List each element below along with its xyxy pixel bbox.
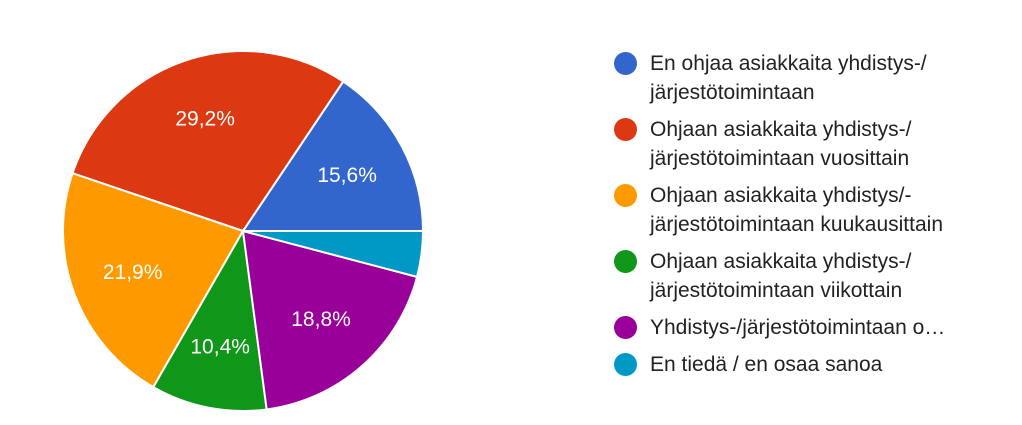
pie-slice-4 xyxy=(151,227,268,412)
legend-label-2: Ohjaan asiakkaita yhdistys-/ järjestötoim… xyxy=(650,118,911,170)
pie-slice-3 xyxy=(62,171,245,389)
slice-value-label-2: 29,2% xyxy=(175,108,235,131)
slice-value-label-3: 21,9% xyxy=(103,261,163,284)
legend-label-line-1: Ohjaan asiakkaita yhdistys-/ xyxy=(650,118,912,141)
legend-label-line-2: järjestötoimintaan viikottain xyxy=(650,279,903,302)
pie-slice-1 xyxy=(241,80,425,232)
legend-label-line-1: Ohjaan asiakkaita yhdistys/- xyxy=(650,184,912,207)
legend-label-line-2: järjestötoimintaan kuukausittain xyxy=(650,213,943,236)
legend-swatch-6 xyxy=(614,353,637,376)
legend-item-4: Ohjaan asiakkaita yhdistys-/ järjestötoim… xyxy=(614,247,1014,305)
slice-value-label-4: 10,4% xyxy=(190,335,250,358)
legend-swatch-3 xyxy=(614,184,637,207)
legend-swatch-5 xyxy=(614,316,637,339)
legend-item-1: En ohjaa asiakkaita yhdistys-/ järjestöto… xyxy=(614,49,1014,107)
legend-label-line-2: järjestötoimintaan xyxy=(650,81,815,104)
legend: En ohjaa asiakkaita yhdistys-/ järjestöto… xyxy=(614,49,1014,387)
legend-label-6: En tiedä / en osaa sanoa xyxy=(650,350,990,379)
legend-item-2: Ohjaan asiakkaita yhdistys-/ järjestötoim… xyxy=(614,115,1014,173)
legend-swatch-1 xyxy=(614,52,637,75)
legend-swatch-4 xyxy=(614,250,637,273)
slice-value-label-5: 18,8% xyxy=(291,308,351,331)
legend-label-4: Ohjaan asiakkaita yhdistys-/ järjestötoim… xyxy=(650,250,911,302)
slice-value-label-1: 15,6% xyxy=(317,164,377,187)
legend-swatch-2 xyxy=(614,118,637,141)
legend-label-line-1: Yhdistys-/järjestötoimintaan o… xyxy=(650,316,946,339)
legend-label-3: Ohjaan asiakkaita yhdistys/- järjestötoim… xyxy=(650,184,943,236)
legend-label-line-1: En tiedä / en osaa sanoa xyxy=(650,353,883,376)
legend-label-5: Yhdistys-/järjestötoimintaan o… xyxy=(650,313,990,342)
legend-label-line-1: Ohjaan asiakkaita yhdistys-/ xyxy=(650,250,912,273)
legend-item-6: En tiedä / en osaa sanoa xyxy=(614,350,1014,379)
legend-label-line-1: En ohjaa asiakkaita yhdistys-/ xyxy=(650,52,927,75)
pie-slice-5 xyxy=(241,229,419,411)
legend-item-5: Yhdistys-/järjestötoimintaan o… xyxy=(614,313,1014,342)
pie-slice-2 xyxy=(71,50,345,233)
legend-label-1: En ohjaa asiakkaita yhdistys-/ järjestöto… xyxy=(650,52,927,104)
legend-label-line-2: järjestötoimintaan vuosittain xyxy=(650,147,910,170)
legend-item-3: Ohjaan asiakkaita yhdistys/- järjestötoim… xyxy=(614,181,1014,239)
pie-chart: 15,6% 29,2% 21,9% 10,4% 18,8% xyxy=(62,50,425,412)
pie-slice-6 xyxy=(242,230,425,279)
